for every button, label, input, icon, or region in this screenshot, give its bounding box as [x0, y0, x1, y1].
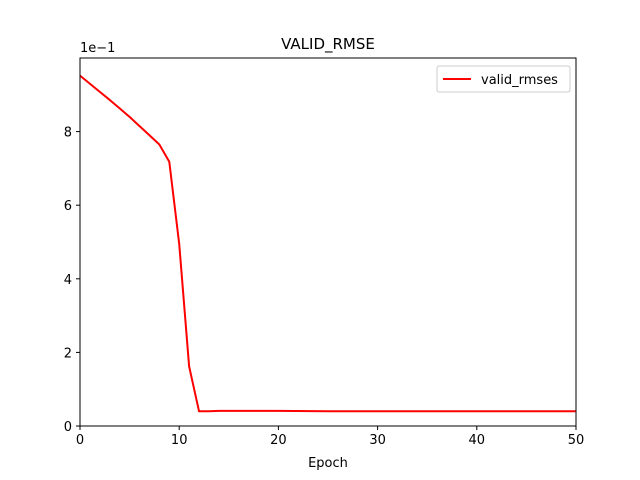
chart-title: VALID_RMSE	[281, 35, 375, 54]
y-tick-label: 6	[64, 199, 72, 214]
axes-frame	[79, 57, 577, 427]
legend-box	[436, 65, 571, 93]
plot-background	[80, 58, 576, 426]
x-tick-label: 0	[76, 433, 84, 448]
x-tick-label: 20	[270, 433, 287, 448]
legend: valid_rmses	[436, 65, 571, 93]
axes-layer: 0 10 20 30 40 50 0 2 4 6 8	[64, 57, 585, 448]
x-tick-label: 30	[369, 433, 386, 448]
series-layer	[79, 74, 576, 413]
y-tick-label: 8	[64, 126, 72, 141]
x-axis-label: Epoch	[308, 456, 348, 471]
x-tick-label: 10	[171, 433, 188, 448]
series-line-valid-rmses	[79, 74, 576, 413]
x-tick-label: 50	[568, 433, 585, 448]
legend-label-valid-rmses: valid_rmses	[481, 73, 558, 88]
plot-area	[80, 58, 576, 426]
y-tick-label: 2	[64, 346, 72, 361]
y-tick-label: 4	[64, 273, 72, 288]
x-tick-label: 40	[469, 433, 486, 448]
y-tick-label: 0	[64, 420, 72, 435]
y-offset-text: 1e−1	[80, 41, 115, 56]
